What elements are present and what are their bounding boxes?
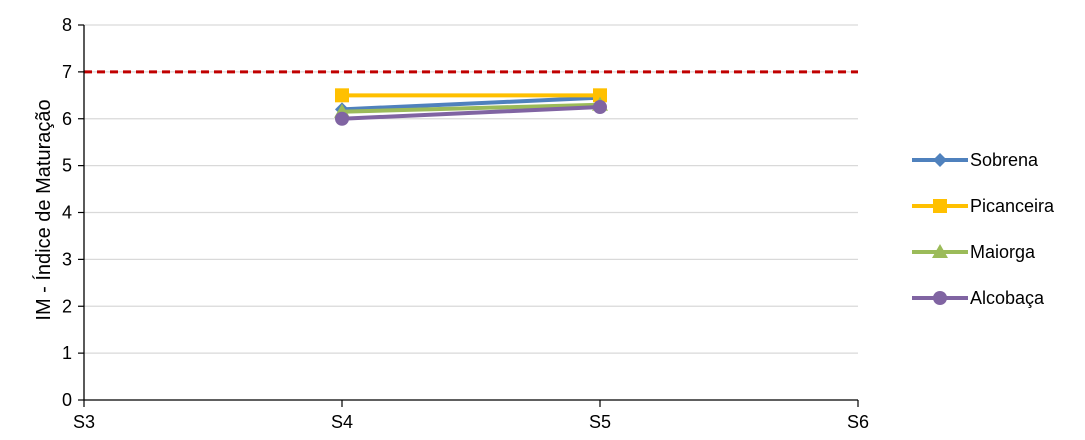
legend-label: Sobrena [970,150,1039,170]
axes: 0 1 2 3 4 5 6 7 8 S3 S4 S5 S6 [62,15,869,432]
y-tick-label: 1 [62,343,72,363]
legend-marker [933,199,947,213]
x-tick-label: S4 [331,412,353,432]
legend-label: Alcobaça [970,288,1045,308]
y-tick-label: 5 [62,156,72,176]
y-tick-label: 8 [62,15,72,35]
x-tick-label: S6 [847,412,869,432]
data-point [335,88,349,103]
data-point [593,88,607,103]
x-tick-label: S3 [73,412,95,432]
y-axis-title: IM - Índice de Maturação [32,99,55,320]
y-tick-label: 0 [62,390,72,410]
legend-label: Maiorga [970,242,1036,262]
legend-marker [933,291,947,305]
y-tick-label: 3 [62,249,72,269]
series-group [334,88,608,126]
x-tick-label: S5 [589,412,611,432]
y-tick-label: 7 [62,62,72,82]
series-line [341,105,601,121]
y-tick-label: 6 [62,109,72,129]
legend-label: Picanceira [970,196,1055,216]
series-line [341,102,601,114]
y-tick-label: 2 [62,296,72,316]
series-line [341,95,601,112]
y-tick-label: 4 [62,203,72,223]
legend-marker [932,244,948,258]
legend: Sobrena Picanceira Maiorga Alcobaça [912,150,1055,308]
gridlines [84,24,858,354]
data-point [593,100,607,115]
legend-marker [933,153,947,167]
data-point [335,111,349,126]
